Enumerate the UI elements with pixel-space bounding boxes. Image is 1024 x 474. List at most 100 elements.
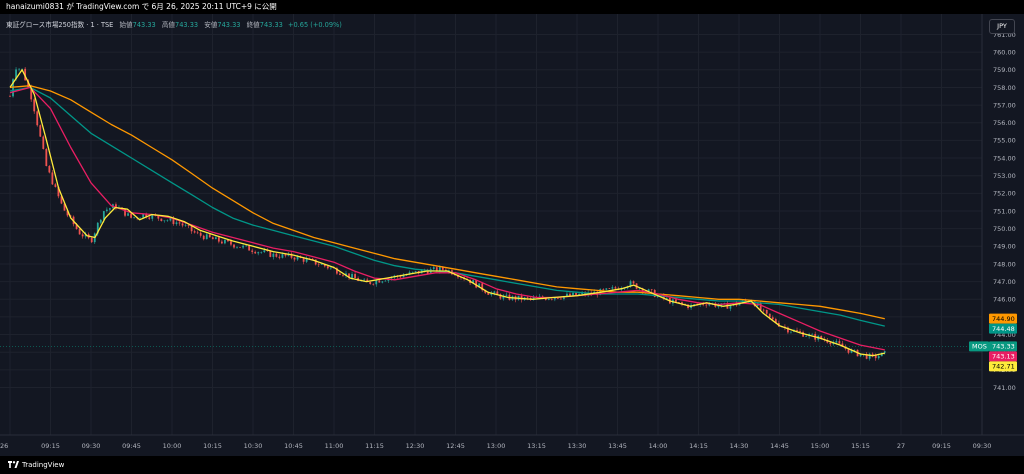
candle-body [717, 305, 720, 307]
candle-body [774, 319, 777, 323]
candle-body [60, 196, 63, 204]
close-value: 743.33 [259, 21, 283, 29]
time-tick-label: 14:30 [730, 442, 749, 450]
candle-body [402, 275, 405, 278]
candle-body [650, 289, 653, 291]
time-axis[interactable]: 26 09:15 09:30 09:45 10:00 10:15 10:30 10:45 11:… [0, 442, 991, 450]
candle-body [166, 220, 169, 222]
price-axis[interactable]: 741.00742.00743.00744.00745.00746.00747.… [993, 31, 1016, 392]
candle-body [681, 302, 683, 304]
price-tick-label: 751.00 [993, 207, 1016, 215]
time-tick-label: 09:30 [973, 442, 992, 450]
candle-body [880, 352, 883, 357]
candle-body [578, 293, 580, 296]
candle-body [172, 218, 175, 224]
candle-body [254, 251, 257, 254]
candle-body [214, 237, 217, 240]
candle-body [363, 279, 366, 281]
price-tag-label: 743.13 [992, 353, 1015, 361]
candle-body [320, 264, 323, 265]
candle-body [178, 222, 181, 224]
candle-body [54, 184, 57, 187]
candle-body [850, 350, 853, 353]
price-tick-label: 756.00 [993, 119, 1016, 127]
time-tick-label: 09:15 [41, 442, 60, 450]
price-tick-label: 750.00 [993, 225, 1016, 233]
candle-body [233, 244, 235, 248]
candle-body [665, 297, 668, 299]
candle-body [30, 87, 33, 100]
candle-body [51, 172, 54, 185]
price-tag-prefix: MOS [972, 343, 987, 351]
candle-body [556, 297, 559, 299]
time-tick-label: 26 [0, 442, 8, 450]
currency-button[interactable]: JPY [989, 19, 1015, 34]
candle-body [27, 80, 30, 88]
candle-body [481, 283, 484, 291]
candle-body [547, 299, 550, 300]
candle-body [608, 288, 611, 289]
candle-body [263, 250, 266, 253]
time-tick-label: 12:30 [406, 442, 425, 450]
candle-body [411, 271, 414, 273]
candle-body [378, 280, 381, 283]
candle-body [493, 291, 496, 293]
candle-body [675, 299, 677, 303]
time-tick-label: 15:15 [851, 442, 870, 450]
candle-body [39, 125, 42, 137]
candle-body [317, 264, 320, 266]
time-tick-label: 11:00 [325, 442, 344, 450]
open-label: 始値 [119, 21, 133, 29]
candle-body [632, 281, 635, 284]
candle-body [230, 241, 232, 245]
price-tag-prefix-box [969, 341, 989, 352]
candle-body [693, 304, 695, 305]
candle-body [553, 297, 556, 300]
publish-note: hanaizumi0831 が TradingView.com で 6月 26,… [6, 2, 277, 11]
candle-body [532, 297, 535, 299]
candle-body [544, 298, 547, 300]
candle-body [15, 69, 17, 80]
time-tick-label: 13:30 [568, 442, 587, 450]
moving-average-series [9, 69, 885, 357]
candle-body [217, 237, 220, 242]
candle-body [139, 217, 142, 219]
close-label: 終値 [246, 21, 260, 29]
chart-grid [0, 14, 1024, 436]
publish-header: hanaizumi0831 が TradingView.com で 6月 26,… [0, 0, 1024, 14]
candle-body [399, 276, 402, 278]
price-tag-label: 743.33 [992, 343, 1015, 351]
candle-body [329, 267, 332, 269]
candle-body [841, 343, 844, 347]
candle-body [438, 267, 441, 272]
price-chart[interactable]: 741.00742.00743.00744.00745.00746.00747.… [0, 14, 1024, 456]
candle-body [193, 231, 196, 233]
candle-body [505, 294, 508, 296]
time-tick-label: 10:30 [244, 442, 263, 450]
price-tick-label: 754.00 [993, 154, 1016, 162]
candle-body [42, 136, 45, 149]
candle-body [647, 289, 650, 292]
candle-body [21, 68, 24, 70]
price-tag-box [989, 361, 1017, 372]
candle-body [871, 353, 874, 355]
candle-body [853, 349, 856, 351]
candle-body [326, 266, 329, 269]
candle-body [605, 288, 608, 290]
candle-body [9, 96, 11, 97]
candle-body [142, 213, 145, 218]
candle-body [566, 293, 568, 297]
time-tick-label: 27 [897, 442, 905, 450]
candle-body [345, 273, 347, 276]
candle-body [272, 253, 275, 257]
candle-body [847, 348, 850, 353]
candle-body [768, 313, 771, 318]
candle-body [260, 252, 263, 253]
time-tick-label: 13:45 [608, 442, 627, 450]
symbol-legend[interactable]: 東証グロース市場250指数 · 1 · TSE 始値743.33 高値743.3… [6, 19, 342, 29]
moving-average-line [9, 69, 885, 357]
candle-body [765, 309, 768, 314]
candle-body [802, 332, 804, 337]
candle-body [375, 280, 378, 285]
